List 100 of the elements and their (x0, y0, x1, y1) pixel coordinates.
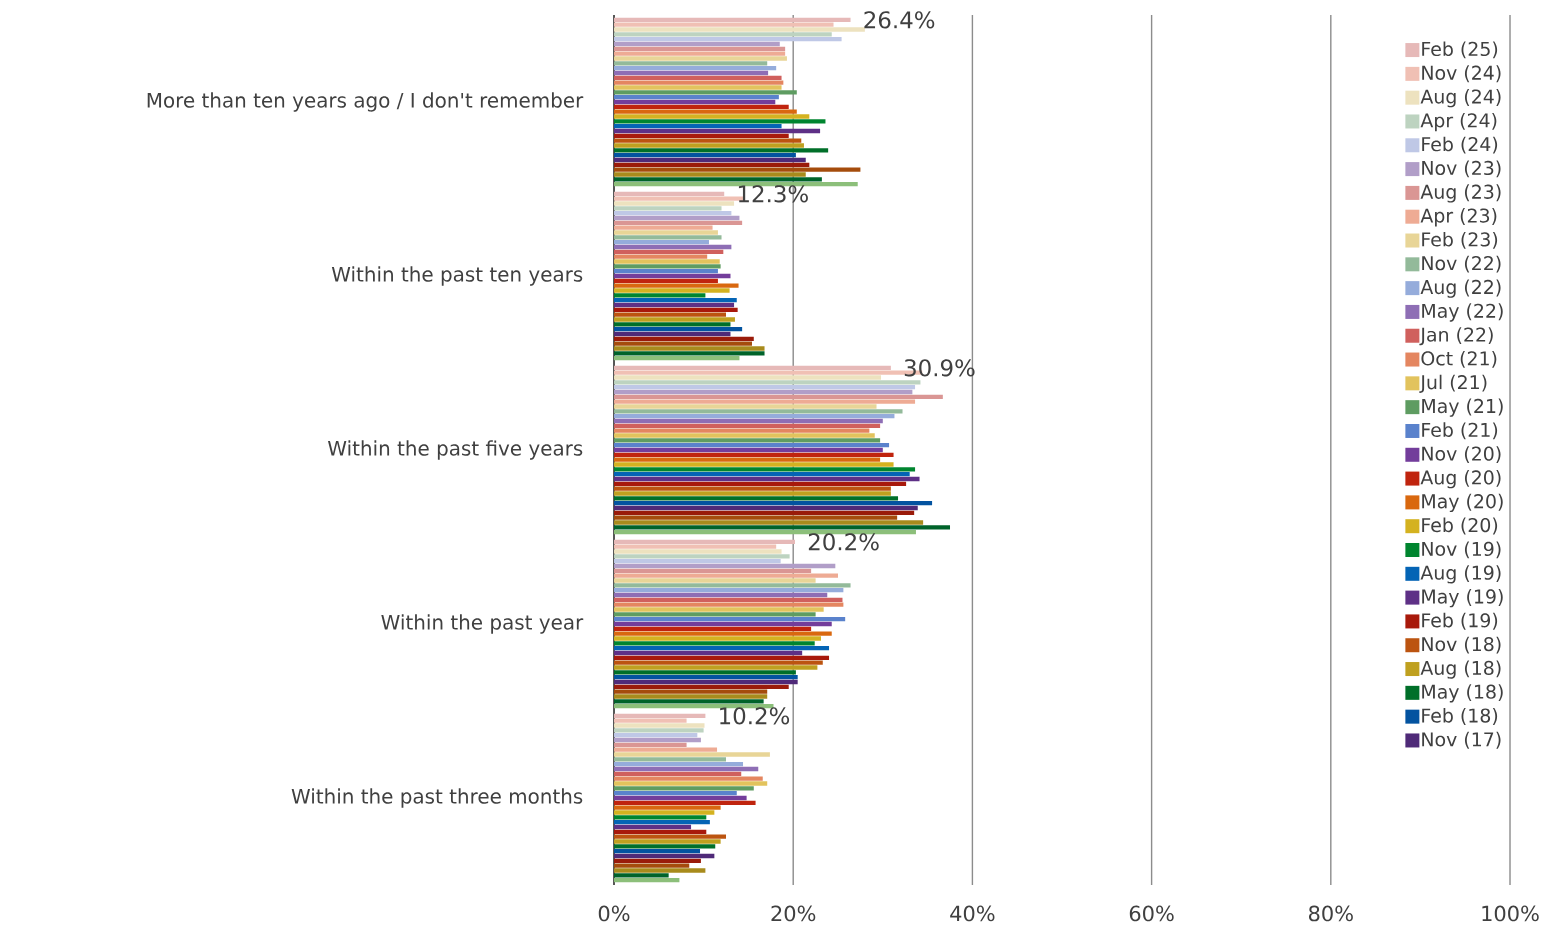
bar (614, 786, 754, 791)
legend-label: Nov (20) (1422, 446, 1501, 464)
legend-label: Nov (17) (1422, 731, 1501, 749)
legend-label: Feb (20) (1422, 517, 1498, 535)
legend-label: Feb (21) (1422, 422, 1498, 440)
bar (614, 873, 669, 878)
bar (614, 428, 870, 433)
bar (614, 225, 713, 230)
x-tick-label: 0% (598, 905, 630, 922)
bar (614, 684, 789, 690)
bar (614, 824, 692, 830)
bar (614, 810, 715, 815)
bar (614, 815, 707, 820)
bar (614, 220, 743, 226)
bar (614, 539, 795, 545)
bar (614, 443, 890, 448)
bar (614, 70, 769, 76)
legend-label: Aug (18) (1420, 660, 1501, 679)
legend-label: Apr (23) (1420, 208, 1497, 227)
bar (614, 404, 877, 409)
bar (614, 805, 721, 810)
bar (614, 467, 916, 472)
legend-label: Nov (24) (1422, 65, 1501, 83)
bar (614, 486, 891, 491)
bar (614, 728, 704, 733)
legend-label: Aug (19) (1420, 565, 1501, 584)
data-label: 12.3% (738, 185, 808, 203)
legend-label: May (22) (1422, 303, 1503, 322)
bar (614, 462, 894, 467)
bar (614, 559, 781, 564)
legend-label: Nov (18) (1422, 636, 1501, 654)
bar (614, 781, 768, 786)
bar (614, 747, 718, 752)
bar (614, 472, 910, 477)
bar (614, 646, 830, 651)
bar (614, 447, 883, 453)
bar (614, 312, 726, 317)
bar (614, 626, 812, 632)
bar (614, 302, 735, 308)
bar (614, 510, 915, 516)
bar (614, 418, 883, 424)
bar (614, 298, 737, 303)
bar (614, 56, 787, 61)
data-label: 20.2% (808, 533, 879, 551)
bar (614, 293, 706, 298)
bar (614, 211, 732, 216)
bar (614, 51, 786, 56)
bar (614, 791, 737, 796)
bar (614, 452, 894, 458)
bar (614, 94, 779, 100)
bar (614, 766, 759, 772)
bar (614, 713, 706, 719)
bar (614, 583, 851, 588)
bar (614, 631, 832, 636)
bar (614, 269, 718, 274)
y-tick-label: More than ten years ago / I don't remember (147, 92, 584, 112)
bar (614, 327, 743, 332)
bar (614, 679, 798, 685)
bar (614, 240, 709, 245)
y-tick-label: Within the past ten years (331, 266, 583, 286)
bar (614, 336, 754, 342)
bar (614, 433, 875, 438)
bar (614, 109, 797, 114)
bar (614, 621, 832, 627)
bar (614, 795, 747, 801)
bar (614, 505, 918, 511)
bar (614, 481, 907, 487)
bar (614, 829, 707, 835)
legend-label: Aug (20) (1420, 469, 1501, 489)
legend-label: Feb (23) (1422, 231, 1498, 249)
bar (614, 119, 826, 124)
bar (614, 307, 738, 313)
bar (614, 394, 943, 400)
bar (614, 172, 806, 177)
bar (614, 46, 786, 52)
data-label: 10.2% (720, 707, 790, 725)
bar (614, 573, 838, 578)
bar (614, 602, 844, 607)
bar (614, 124, 782, 129)
bar (614, 162, 810, 168)
bar (614, 36, 842, 42)
bar (614, 61, 768, 66)
bar (614, 414, 895, 419)
bar (614, 104, 789, 110)
bar (614, 182, 858, 187)
legend-label: Jan (22) (1419, 327, 1493, 346)
bar (614, 588, 844, 593)
bar (614, 423, 881, 429)
bar (614, 704, 774, 709)
bar (614, 157, 806, 163)
bar (614, 694, 768, 699)
bar (614, 17, 851, 23)
bar (614, 530, 916, 535)
bar (614, 737, 701, 743)
bar (614, 650, 803, 656)
bar (614, 138, 802, 143)
bar (614, 757, 726, 762)
bar (614, 853, 715, 859)
legend-label: Nov (22) (1422, 255, 1501, 273)
bar (614, 525, 951, 530)
